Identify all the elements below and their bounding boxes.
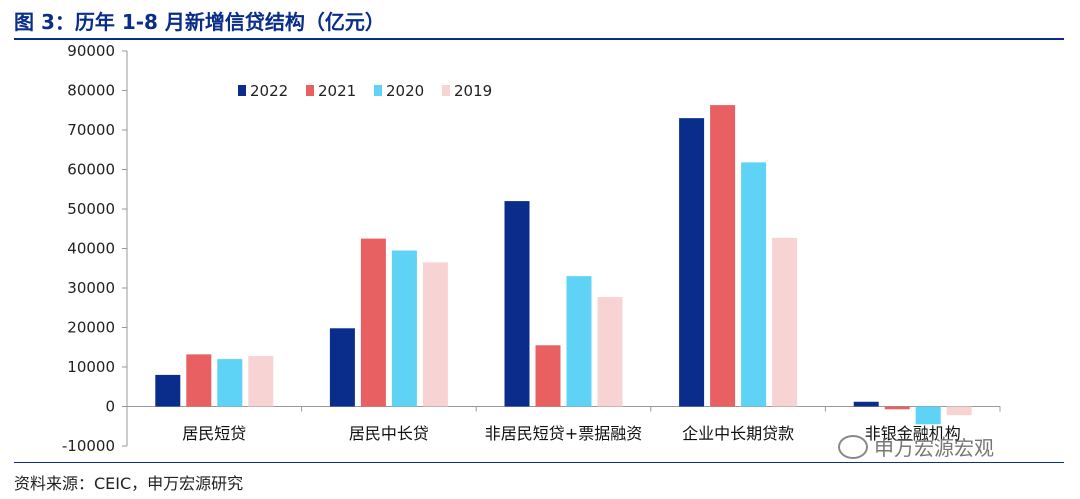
- bar-2022: [504, 201, 530, 407]
- y-tick-label: 50000: [67, 200, 115, 218]
- y-tick-label: 30000: [67, 279, 115, 297]
- y-tick-label: 60000: [67, 161, 115, 179]
- watermark-text: 申万宏源宏观: [874, 436, 994, 460]
- title-divider: [14, 38, 1064, 40]
- x-category-label: 居民中长贷: [349, 424, 429, 443]
- bar-2020: [741, 162, 767, 407]
- legend-label: 2020: [386, 82, 424, 100]
- y-tick-label: 40000: [67, 240, 115, 258]
- y-tick-label: 10000: [67, 358, 115, 376]
- bar-2022: [155, 374, 181, 407]
- bar-2020: [915, 406, 941, 425]
- wechat-icon: [838, 434, 868, 459]
- x-category-label: 企业中长期贷款: [682, 424, 794, 443]
- legend-swatch: [306, 85, 314, 96]
- x-category-label: 非银金融机构: [865, 424, 961, 443]
- bars: [155, 105, 972, 425]
- legend-swatch: [374, 85, 382, 96]
- source-note: 资料来源：CEIC，申万宏源研究: [14, 474, 244, 493]
- y-tick-label: -10000: [62, 437, 115, 455]
- y-tick-label: 90000: [67, 42, 115, 60]
- legend-label: 2019: [454, 82, 492, 100]
- bar-2022: [853, 401, 879, 407]
- watermark: 申万宏源宏观: [838, 432, 994, 461]
- bar-2020: [566, 276, 592, 407]
- legend-swatch: [442, 85, 450, 96]
- y-tick-label: 80000: [67, 82, 115, 100]
- x-category-label: 居民短贷: [182, 424, 246, 443]
- bar-2021: [360, 238, 386, 407]
- legend-swatch: [238, 85, 246, 96]
- x-category-label: 非居民短贷+票据融资: [485, 424, 642, 443]
- bar-2021: [186, 354, 212, 407]
- bar-2020: [391, 250, 417, 407]
- bar-2019: [597, 297, 623, 407]
- legend-label: 2022: [250, 82, 288, 100]
- bar-2021: [535, 345, 561, 407]
- bar-2022: [329, 328, 355, 407]
- y-tick-label: 0: [105, 398, 115, 416]
- y-axis: -10000 0 10000 20000 30000 40000 50000 60000 700…: [62, 42, 128, 455]
- legend: 2022 2021 2020 2019: [238, 82, 492, 100]
- source-divider: [14, 462, 1064, 463]
- bar-2019: [772, 237, 798, 407]
- bar-2019: [248, 355, 274, 407]
- y-tick-label: 20000: [67, 319, 115, 337]
- bar-2020: [217, 359, 243, 407]
- chart-title: 图 3：历年 1-8 月新增信贷结构（亿元）: [14, 10, 385, 34]
- x-axis: 居民短贷 居民中长贷 非居民短贷+票据融资 企业中长期贷款 非银金融机构: [126, 406, 1001, 443]
- bar-2021: [884, 406, 910, 410]
- y-tick-label: 70000: [67, 121, 115, 139]
- bar-2021: [710, 105, 736, 407]
- bar-2022: [679, 118, 705, 407]
- bar-2019: [422, 262, 448, 407]
- legend-label: 2021: [318, 82, 356, 100]
- bar-2019: [946, 406, 972, 416]
